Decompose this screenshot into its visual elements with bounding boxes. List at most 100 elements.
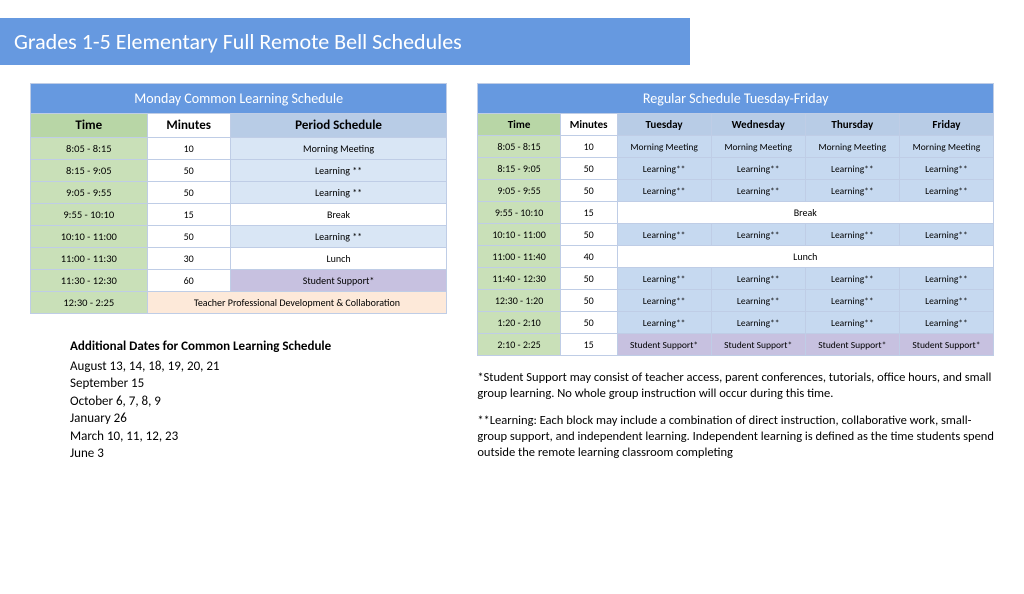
cell-time: 8:05 - 8:15: [31, 138, 148, 160]
cell-time: 9:05 - 9:55: [478, 180, 561, 202]
table-row: 2:10 - 2:2515Student Support*Student Sup…: [478, 334, 994, 356]
cell-day: Learning**: [711, 158, 805, 180]
cell-day: Learning**: [617, 290, 711, 312]
col-period: Period Schedule: [230, 114, 447, 138]
cell-time: 10:10 - 11:00: [478, 224, 561, 246]
table-row: 10:10 - 11:0050Learning **: [31, 226, 447, 248]
col-time: Time: [478, 114, 561, 136]
table-row: 8:15 - 9:0550Learning**Learning**Learnin…: [478, 158, 994, 180]
cell-minutes: 50: [147, 160, 230, 182]
table-row: 9:05 - 9:5550Learning**Learning**Learnin…: [478, 180, 994, 202]
monday-header: Monday Common Learning Schedule: [31, 84, 447, 114]
cell-day: Learning**: [617, 158, 711, 180]
col-minutes: Minutes: [147, 114, 230, 138]
cell-day: Student Support*: [805, 334, 899, 356]
cell-time: 11:40 - 12:30: [478, 268, 561, 290]
cell-minutes: 50: [560, 158, 617, 180]
cell-period: Learning **: [230, 226, 447, 248]
table-row: 12:30 - 2:25Teacher Professional Develop…: [31, 292, 447, 314]
col-fri: Friday: [899, 114, 993, 136]
table-row: 1:20 - 2:1050Learning**Learning**Learnin…: [478, 312, 994, 334]
table-row: 11:40 - 12:3050Learning**Learning**Learn…: [478, 268, 994, 290]
footnote-support: *Student Support may consist of teacher …: [477, 370, 994, 403]
table-row: 9:05 - 9:5550Learning **: [31, 182, 447, 204]
cell-minutes: 50: [560, 180, 617, 202]
table-row: 9:55 - 10:1015Break: [31, 204, 447, 226]
cell-minutes: 50: [560, 268, 617, 290]
cell-minutes: 40: [560, 246, 617, 268]
cell-minutes: 10: [147, 138, 230, 160]
cell-minutes: 15: [560, 202, 617, 224]
cell-day: Learning**: [617, 312, 711, 334]
cell-time: 11:30 - 12:30: [31, 270, 148, 292]
cell-time: 8:05 - 8:15: [478, 136, 561, 158]
table-row: 10:10 - 11:0050Learning**Learning**Learn…: [478, 224, 994, 246]
col-tue: Tuesday: [617, 114, 711, 136]
cell-day: Learning**: [617, 268, 711, 290]
table-row: 9:55 - 10:1015Break: [478, 202, 994, 224]
cell-day: Student Support*: [711, 334, 805, 356]
cell-period: Morning Meeting: [230, 138, 447, 160]
cell-day: Learning**: [711, 290, 805, 312]
table-row: 12:30 - 1:2050Learning**Learning**Learni…: [478, 290, 994, 312]
cell-minutes: 15: [560, 334, 617, 356]
col-minutes: Minutes: [560, 114, 617, 136]
table-row: 11:00 - 11:3030Lunch: [31, 248, 447, 270]
cell-day: Morning Meeting: [899, 136, 993, 158]
monday-table: Monday Common Learning Schedule Time Min…: [30, 83, 447, 314]
cell-minutes: 50: [147, 182, 230, 204]
footnote-learning: **Learning: Each block may include a com…: [477, 413, 994, 462]
cell-time: 9:55 - 10:10: [31, 204, 148, 226]
cell-time: 12:30 - 2:25: [31, 292, 148, 314]
cell-day: Morning Meeting: [711, 136, 805, 158]
cell-time: 12:30 - 1:20: [478, 290, 561, 312]
col-time: Time: [31, 114, 148, 138]
cell-time: 8:15 - 9:05: [31, 160, 148, 182]
page-title: Grades 1-5 Elementary Full Remote Bell S…: [0, 18, 690, 65]
cell-minutes: 60: [147, 270, 230, 292]
cell-minutes: 10: [560, 136, 617, 158]
cell-minutes: 50: [560, 312, 617, 334]
cell-time: 1:20 - 2:10: [478, 312, 561, 334]
cell-period: Learning **: [230, 160, 447, 182]
date-line: June 3: [70, 445, 447, 463]
cell-time: 9:05 - 9:55: [31, 182, 148, 204]
table-row: 8:15 - 9:0550Learning **: [31, 160, 447, 182]
cell-day: Student Support*: [899, 334, 993, 356]
cell-period: Learning **: [230, 182, 447, 204]
cell-time: 11:00 - 11:40: [478, 246, 561, 268]
table-row: 8:05 - 8:1510Morning MeetingMorning Meet…: [478, 136, 994, 158]
table-row: 11:30 - 12:3060Student Support*: [31, 270, 447, 292]
left-column: Monday Common Learning Schedule Time Min…: [30, 83, 447, 471]
cell-period: Break: [230, 204, 447, 226]
cell-day: Learning**: [805, 224, 899, 246]
cell-day: Learning**: [805, 180, 899, 202]
cell-period: Lunch: [230, 248, 447, 270]
cell-day: Learning**: [711, 312, 805, 334]
cell-minutes: 50: [147, 226, 230, 248]
date-line: October 6, 7, 8, 9: [70, 393, 447, 411]
cell-span: Lunch: [617, 246, 993, 268]
col-thu: Thursday: [805, 114, 899, 136]
additional-title: Additional Dates for Common Learning Sch…: [70, 338, 447, 356]
cell-day: Learning**: [805, 312, 899, 334]
cell-day: Student Support*: [617, 334, 711, 356]
cell-period: Student Support*: [230, 270, 447, 292]
cell-day: Learning**: [899, 180, 993, 202]
cell-time: 2:10 - 2:25: [478, 334, 561, 356]
right-column: Regular Schedule Tuesday-Friday Time Min…: [477, 83, 994, 471]
additional-dates: Additional Dates for Common Learning Sch…: [30, 338, 447, 463]
cell-day: Morning Meeting: [805, 136, 899, 158]
regular-header: Regular Schedule Tuesday-Friday: [478, 84, 994, 114]
date-line: September 15: [70, 375, 447, 393]
cell-time: 10:10 - 11:00: [31, 226, 148, 248]
cell-day: Learning**: [805, 158, 899, 180]
cell-day: Learning**: [899, 224, 993, 246]
cell-day: Learning**: [617, 180, 711, 202]
cell-day: Learning**: [899, 312, 993, 334]
col-wed: Wednesday: [711, 114, 805, 136]
cell-minutes: 30: [147, 248, 230, 270]
cell-day: Learning**: [617, 224, 711, 246]
table-row: 8:05 - 8:1510Morning Meeting: [31, 138, 447, 160]
cell-day: Learning**: [711, 224, 805, 246]
